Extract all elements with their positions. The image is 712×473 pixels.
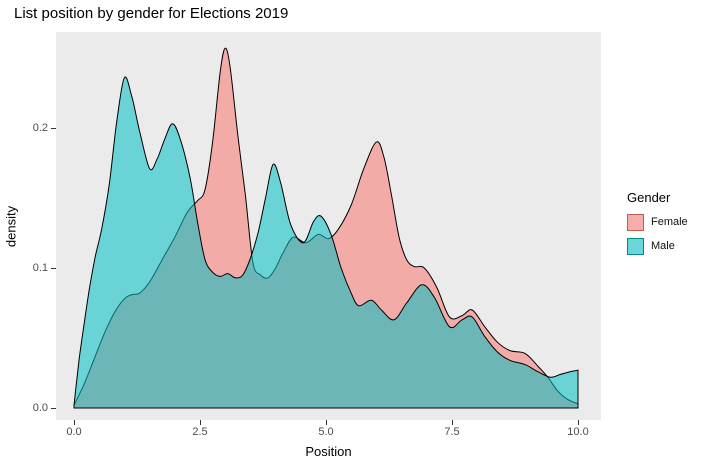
- x-tick-label: 7.5: [444, 426, 460, 438]
- y-tick-mark: [51, 408, 56, 409]
- legend-title: Gender: [627, 190, 671, 205]
- legend-label: Male: [651, 240, 675, 252]
- x-tick-mark: [578, 420, 579, 425]
- y-tick-mark: [51, 268, 56, 269]
- x-tick-label: 10.0: [567, 426, 589, 438]
- y-axis-label: density: [3, 205, 19, 248]
- x-tick-mark: [200, 420, 201, 425]
- x-tick-label: 5.0: [318, 426, 334, 438]
- x-tick-mark: [74, 420, 75, 425]
- plot-panel: [56, 32, 601, 420]
- y-tick-label: 0.0: [32, 402, 48, 414]
- y-tick-label: 0.1: [32, 262, 48, 274]
- legend-swatch-icon: [627, 237, 644, 255]
- legend-swatch-icon: [627, 213, 644, 231]
- legend-item-female: Female: [627, 212, 688, 232]
- chart-title: List position by gender for Elections 20…: [14, 5, 289, 22]
- x-tick-label: 2.5: [192, 426, 208, 438]
- legend: Gender Female Male: [627, 190, 688, 260]
- x-tick-mark: [326, 420, 327, 425]
- y-tick-mark: [51, 128, 56, 129]
- density-area-male: [73, 76, 579, 409]
- density-plot-svg: [73, 47, 579, 409]
- x-axis-label: Position: [305, 444, 352, 459]
- legend-item-male: Male: [627, 236, 688, 256]
- x-tick-mark: [452, 420, 453, 425]
- y-tick-label: 0.2: [32, 122, 48, 134]
- x-tick-label: 0.0: [66, 426, 82, 438]
- legend-items: Female Male: [627, 212, 688, 256]
- legend-label: Female: [651, 216, 688, 228]
